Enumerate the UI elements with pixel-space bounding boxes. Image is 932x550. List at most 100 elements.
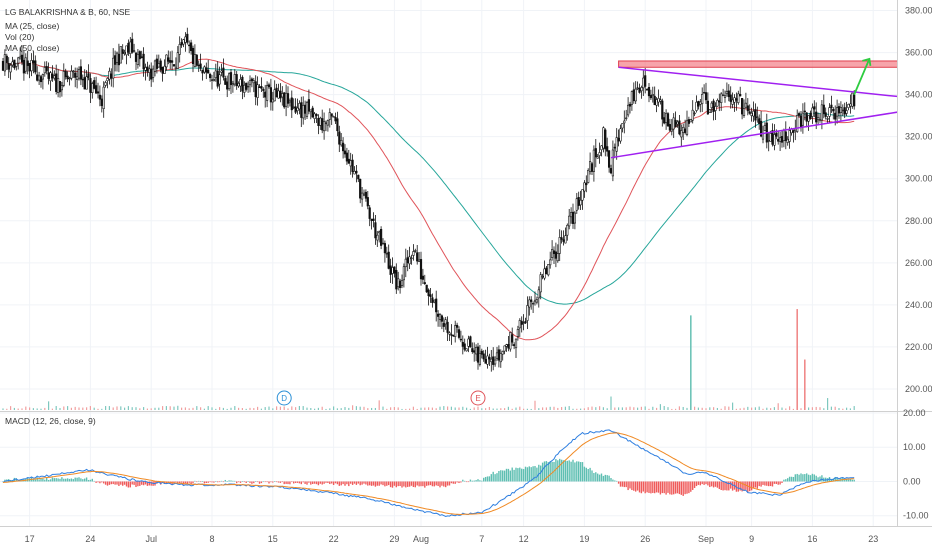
macd-histogram-bar <box>648 481 650 493</box>
macd-histogram-bar <box>114 481 116 485</box>
macd-histogram-bar <box>519 467 521 482</box>
volume-bar <box>553 406 555 410</box>
candle-body <box>138 51 141 60</box>
candle-body <box>433 299 436 303</box>
candle-body <box>129 41 132 54</box>
macd-histogram-bar <box>218 481 221 483</box>
macd-histogram-bar <box>625 481 627 488</box>
candle-body <box>142 53 145 70</box>
macd-histogram-bar <box>266 481 268 483</box>
macd-histogram-bar <box>807 474 810 482</box>
macd-axis-ticks: 20.00 10.00 0.00 -10.00 <box>903 408 929 521</box>
candle-body <box>471 348 474 353</box>
candle-body <box>834 112 837 120</box>
volume-bar <box>709 407 711 410</box>
candle-body <box>9 64 12 73</box>
volume-bar <box>207 406 209 410</box>
candle-body <box>442 323 445 327</box>
candle-body <box>811 107 814 117</box>
macd-histogram-bar <box>410 481 413 486</box>
volume-bar <box>215 408 217 410</box>
candle-body <box>385 252 388 255</box>
candle-body <box>319 117 322 126</box>
volume-bar <box>424 407 426 410</box>
candle-body <box>497 349 501 361</box>
macd-histogram-bar <box>809 475 812 482</box>
candlesticks <box>1 27 856 372</box>
candle-body <box>680 130 683 138</box>
volume-bar <box>371 407 373 410</box>
macd-histogram-bar <box>437 481 439 486</box>
candle-body <box>18 56 22 60</box>
candle-body <box>410 257 413 260</box>
indicator-volume[interactable]: Vol (20) <box>5 32 34 42</box>
macd-histogram-bar <box>629 481 631 489</box>
volume-bar <box>36 408 38 410</box>
candle-body <box>664 112 668 123</box>
indicator-ma-50[interactable]: MA (50, close) <box>5 43 59 53</box>
macd-histogram-bar <box>631 481 633 491</box>
volume-bar <box>165 406 167 410</box>
macd-histogram-bar <box>775 481 777 484</box>
candle-body <box>607 150 611 168</box>
symbol-title[interactable]: LG BALAKRISHNA & B, 60, NSE <box>5 7 131 17</box>
volume-bar <box>97 408 99 410</box>
macd-histogram-bar <box>819 476 821 482</box>
candle-body <box>592 149 595 172</box>
macd-histogram-bar <box>465 481 468 483</box>
volume-bar <box>409 408 411 410</box>
volume-bar <box>86 407 88 410</box>
macd-histogram-bar <box>2 481 4 483</box>
volume-bar <box>834 406 836 410</box>
volume-bar <box>2 408 4 410</box>
date-tick-label: Aug <box>413 534 429 544</box>
candle-body <box>634 88 637 102</box>
volume-bar <box>32 408 34 410</box>
macd-histogram-bar <box>232 480 234 482</box>
macd-histogram-bar <box>745 481 747 490</box>
candle-body <box>617 137 620 142</box>
candle-body <box>632 89 635 102</box>
volume-bar <box>344 407 346 410</box>
candle-body <box>258 86 261 88</box>
macd-histogram-bar <box>787 478 789 482</box>
candle-body <box>704 92 708 101</box>
macd-histogram-bar <box>192 481 194 484</box>
candle-body <box>381 242 385 245</box>
macd-histogram-bar <box>583 466 586 482</box>
macd-histogram-bar <box>530 467 532 482</box>
macd-histogram-bar <box>481 480 483 482</box>
volume-bar <box>89 406 91 410</box>
macd-histogram-bar <box>163 481 166 485</box>
volume-bar <box>173 406 175 410</box>
macd-title[interactable]: MACD (12, 26, close, 9) <box>5 416 96 426</box>
macd-histogram-bar <box>741 481 743 492</box>
macd-histogram-bar <box>424 481 426 488</box>
candle-body <box>191 47 195 65</box>
candle-body <box>159 60 162 70</box>
volume-bar <box>188 408 190 410</box>
volume-bar <box>792 408 794 410</box>
annotation-drawings <box>610 57 897 159</box>
volume-bar <box>595 407 597 410</box>
candle-body <box>505 344 508 347</box>
volume-bar <box>230 407 232 410</box>
macd-histogram-bar <box>220 480 223 482</box>
date-axis-ticks[interactable]: 17 24 Jul 8 15 22 29 Aug 7 12 19 26 Sep 9 16 23 <box>25 534 879 544</box>
macd-histogram-bar <box>249 481 251 483</box>
candle-body <box>571 211 575 224</box>
candle-body <box>759 120 763 137</box>
macd-histogram-bar <box>494 474 496 482</box>
candle-body <box>647 87 651 97</box>
macd-histogram-bar <box>707 481 709 486</box>
candle-body <box>414 250 417 252</box>
target-arrow-shaft <box>853 58 871 95</box>
volume-bar <box>222 407 224 410</box>
macd-histogram-bar <box>844 480 846 482</box>
indicator-ma-25[interactable]: MA (25, close) <box>5 21 59 31</box>
candle-body <box>484 359 487 364</box>
macd-histogram-bar <box>142 481 145 486</box>
candle-body <box>581 189 584 201</box>
macd-histogram-bar <box>118 481 120 486</box>
